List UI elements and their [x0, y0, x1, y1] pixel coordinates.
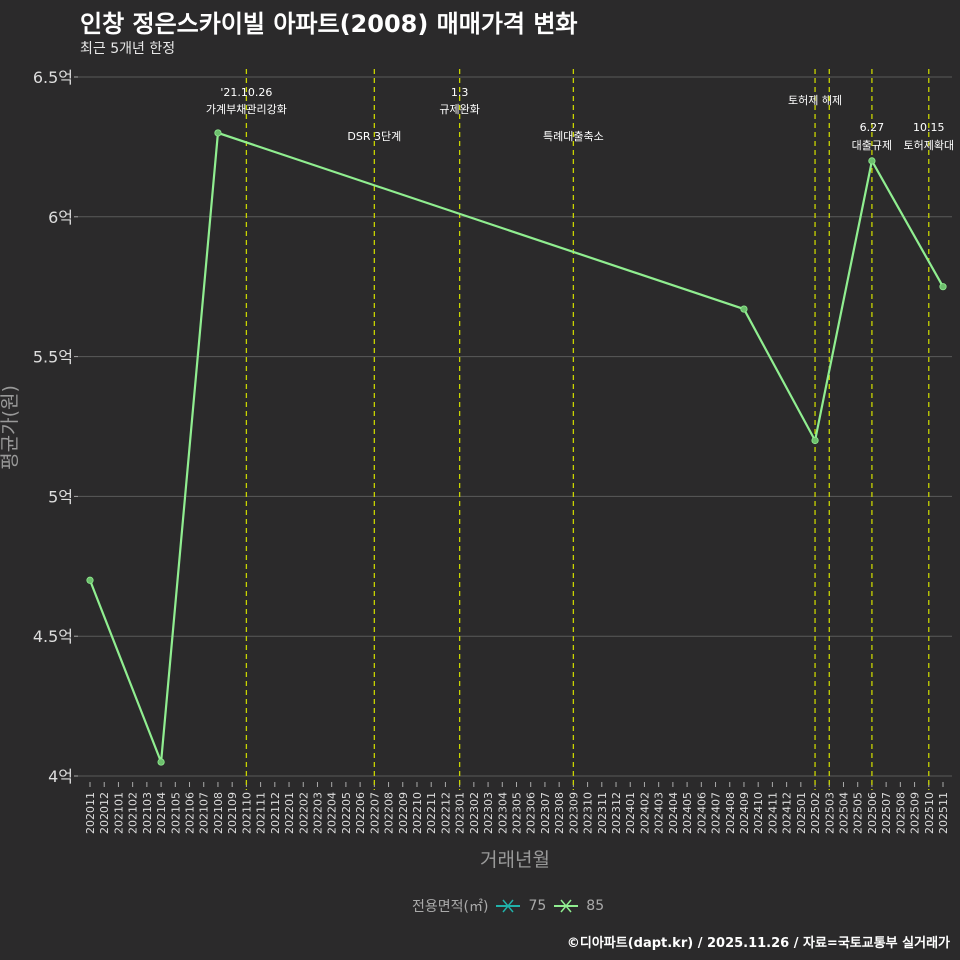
y-tick-label: 6.5억: [33, 68, 73, 87]
x-tick-label: 202505: [852, 792, 865, 834]
x-tick-label: 202506: [866, 792, 879, 834]
x-tick-label: 202510: [923, 792, 936, 834]
x-tick-label: 202310: [582, 792, 595, 834]
event-label: 가계부채관리강화: [206, 103, 287, 116]
x-tick-label: 202410: [752, 792, 765, 834]
caption: ©디아파트(dapt.kr) / 2025.11.26 / 자료=국토교통부 실…: [566, 936, 950, 951]
x-tick-label: 202102: [127, 792, 140, 834]
x-tick-label: 202101: [112, 792, 125, 834]
x-tick-label: 202103: [141, 792, 154, 834]
event-label: 토허제확대: [903, 139, 954, 152]
chart-subtitle: 최근 5개년 한정: [80, 41, 176, 57]
data-point: [86, 576, 94, 584]
x-tick-label: 202405: [681, 792, 694, 834]
legend-label-75: 75: [528, 898, 547, 914]
x-tick-label: 202509: [909, 792, 922, 834]
event-label: 10.15: [913, 121, 945, 134]
x-tick-label: 202011: [84, 792, 97, 834]
x-tick-label: 202203: [311, 792, 324, 834]
x-tick-label: 202108: [212, 792, 225, 834]
event-label: 토허제 해제: [788, 93, 842, 107]
data-point: [811, 436, 819, 445]
x-tick-label: 202308: [553, 792, 566, 834]
x-tick-label: 202408: [724, 792, 737, 834]
data-point: [740, 305, 748, 313]
x-tick-label: 202511: [937, 792, 950, 834]
legend: 전용면적(㎡) 75 85: [412, 896, 604, 916]
x-tick-label: 202403: [653, 792, 666, 834]
event-label: 6.27: [860, 121, 885, 134]
x-tick-label: 202411: [766, 792, 779, 834]
x-tick-label: 202109: [226, 792, 239, 834]
x-tick-label: 202208: [383, 792, 396, 834]
event-label: '21.10.26: [220, 86, 272, 99]
x-tick-label: 202301: [454, 792, 467, 834]
y-tick-label: 5.5억: [33, 348, 73, 367]
x-tick-label: 202201: [283, 792, 296, 834]
x-tick-label: 202507: [880, 792, 893, 834]
x-tick-label: 202302: [468, 792, 481, 834]
x-tick-label: 202401: [624, 792, 637, 834]
data-point: [939, 283, 947, 291]
x-tick-label: 202206: [354, 792, 367, 834]
x-tick-label: 202501: [795, 792, 808, 834]
x-tick-label: 202212: [439, 792, 452, 834]
x-tick-label: 202305: [511, 792, 524, 834]
y-tick-label: 4.5억: [33, 627, 73, 646]
x-tick-label: 202112: [269, 792, 282, 834]
legend-key-75-icon: [496, 899, 521, 913]
x-tick-label: 202207: [368, 792, 381, 834]
x-tick-label: 202304: [496, 792, 509, 834]
x-tick-label: 202104: [155, 792, 168, 834]
x-tick-label: 202107: [198, 792, 211, 834]
x-tick-label: 202306: [525, 792, 538, 834]
x-tick-label: 202407: [710, 792, 723, 834]
x-tick-label: 202307: [539, 792, 552, 834]
x-tick-label: 202311: [596, 792, 609, 834]
x-tick-label: 202404: [667, 792, 680, 834]
event-label: 특례대출축소: [543, 130, 604, 143]
x-tick-label: 202503: [823, 792, 836, 834]
x-tick-label: 202210: [411, 792, 424, 834]
x-tick-label: 202504: [837, 792, 850, 834]
event-label: DSR 3단계: [347, 130, 401, 143]
x-tick-label: 202205: [340, 792, 353, 834]
x-tick-label: 202402: [638, 792, 651, 834]
x-axis-title: 거래년월: [480, 849, 550, 871]
chart-title: 인창 정은스카이빌 아파트(2008) 매매가격 변화: [80, 10, 578, 38]
event-label: 대출규제: [852, 139, 892, 152]
x-tick-label: 202309: [567, 792, 580, 834]
x-tick-label: 202209: [397, 792, 410, 834]
x-tick-label: 202105: [169, 792, 182, 834]
x-tick-label: 202012: [98, 792, 111, 834]
x-tick-label: 202202: [297, 792, 310, 834]
x-tick-label: 202412: [781, 792, 794, 834]
y-axis-title: 평균가(원): [0, 385, 21, 470]
x-tick-label: 202409: [738, 792, 751, 834]
event-label: 1.3: [451, 86, 469, 99]
event-label: 규제완화: [439, 103, 479, 116]
y-tick-label: 4억: [48, 767, 73, 786]
x-tick-label: 202204: [326, 792, 339, 834]
x-tick-label: 202312: [610, 792, 623, 834]
legend-title: 전용면적(㎡): [412, 899, 489, 915]
x-tick-label: 202110: [240, 792, 253, 834]
x-tick-label: 202502: [809, 792, 822, 834]
x-tick-label: 202211: [425, 792, 438, 834]
x-tick-label: 202508: [894, 792, 907, 834]
y-tick-label: 5억: [48, 487, 73, 506]
data-point: [868, 157, 876, 165]
x-tick-label: 202303: [482, 792, 495, 834]
x-tick-label: 202406: [695, 792, 708, 834]
x-tick-label: 202111: [255, 792, 268, 834]
legend-key-85-icon: [554, 899, 579, 913]
y-tick-label: 6억: [48, 208, 73, 227]
data-point: [157, 758, 165, 766]
x-tick-label: 202106: [184, 792, 197, 834]
legend-label-85: 85: [586, 898, 605, 914]
data-point: [214, 129, 222, 137]
